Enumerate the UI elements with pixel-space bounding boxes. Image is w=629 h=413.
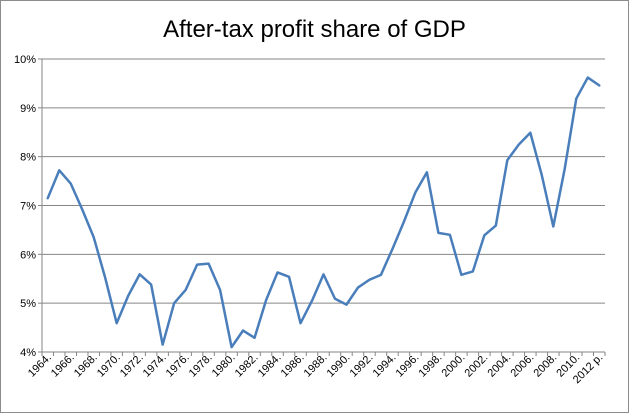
axes [38,58,606,356]
y-tick-label: 7% [20,201,36,213]
y-axis-ticks: 4% 5% 6% 7% 8% 9% 10% [14,54,36,359]
y-tick-label: 10% [14,54,36,66]
x-axis-ticks: 1964.1966.1968.1970.1972.1974.1976.1978.… [26,352,605,386]
series-layer [46,76,601,349]
series-line [46,76,601,349]
gridlines [42,58,605,304]
y-tick-label: 5% [20,298,36,310]
y-tick-label: 4% [20,347,36,359]
y-tick-label: 9% [20,103,36,115]
y-tick-label: 6% [20,249,36,261]
chart-title: After-tax profit share of GDP [163,16,466,43]
y-tick-label: 8% [20,152,36,164]
